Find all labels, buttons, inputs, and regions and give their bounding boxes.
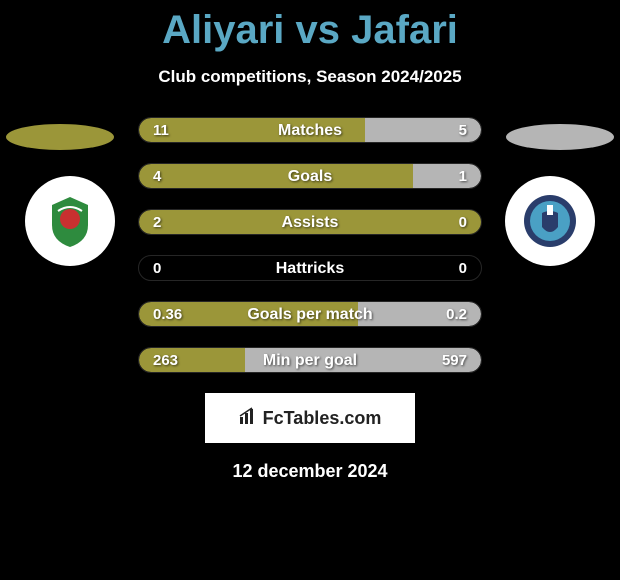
stat-row: 115Matches	[138, 117, 482, 143]
stat-label: Hattricks	[139, 256, 481, 281]
crest-left-icon	[40, 191, 100, 251]
stat-row: 263597Min per goal	[138, 347, 482, 373]
stat-label: Min per goal	[139, 348, 481, 373]
stat-label: Assists	[139, 210, 481, 235]
page-title: Aliyari vs Jafari	[0, 0, 620, 53]
stat-row: 41Goals	[138, 163, 482, 189]
team-logo-left	[25, 176, 115, 266]
stat-label: Matches	[139, 118, 481, 143]
chart-icon	[239, 407, 257, 430]
badge-text: FcTables.com	[263, 408, 382, 429]
team-logo-right	[505, 176, 595, 266]
stat-row: 20Assists	[138, 209, 482, 235]
stat-row: 0.360.2Goals per match	[138, 301, 482, 327]
date-footer: 12 december 2024	[0, 461, 620, 482]
team-color-right	[506, 124, 614, 150]
stat-label: Goals per match	[139, 302, 481, 327]
stat-row: 00Hattricks	[138, 255, 482, 281]
stats-container: 115Matches 41Goals 20Assists 00Hattricks 0.3…	[138, 117, 482, 373]
crest-right-icon	[520, 191, 580, 251]
fctables-badge[interactable]: FcTables.com	[205, 393, 415, 443]
subtitle: Club competitions, Season 2024/2025	[0, 67, 620, 87]
team-color-left	[6, 124, 114, 150]
stat-label: Goals	[139, 164, 481, 189]
